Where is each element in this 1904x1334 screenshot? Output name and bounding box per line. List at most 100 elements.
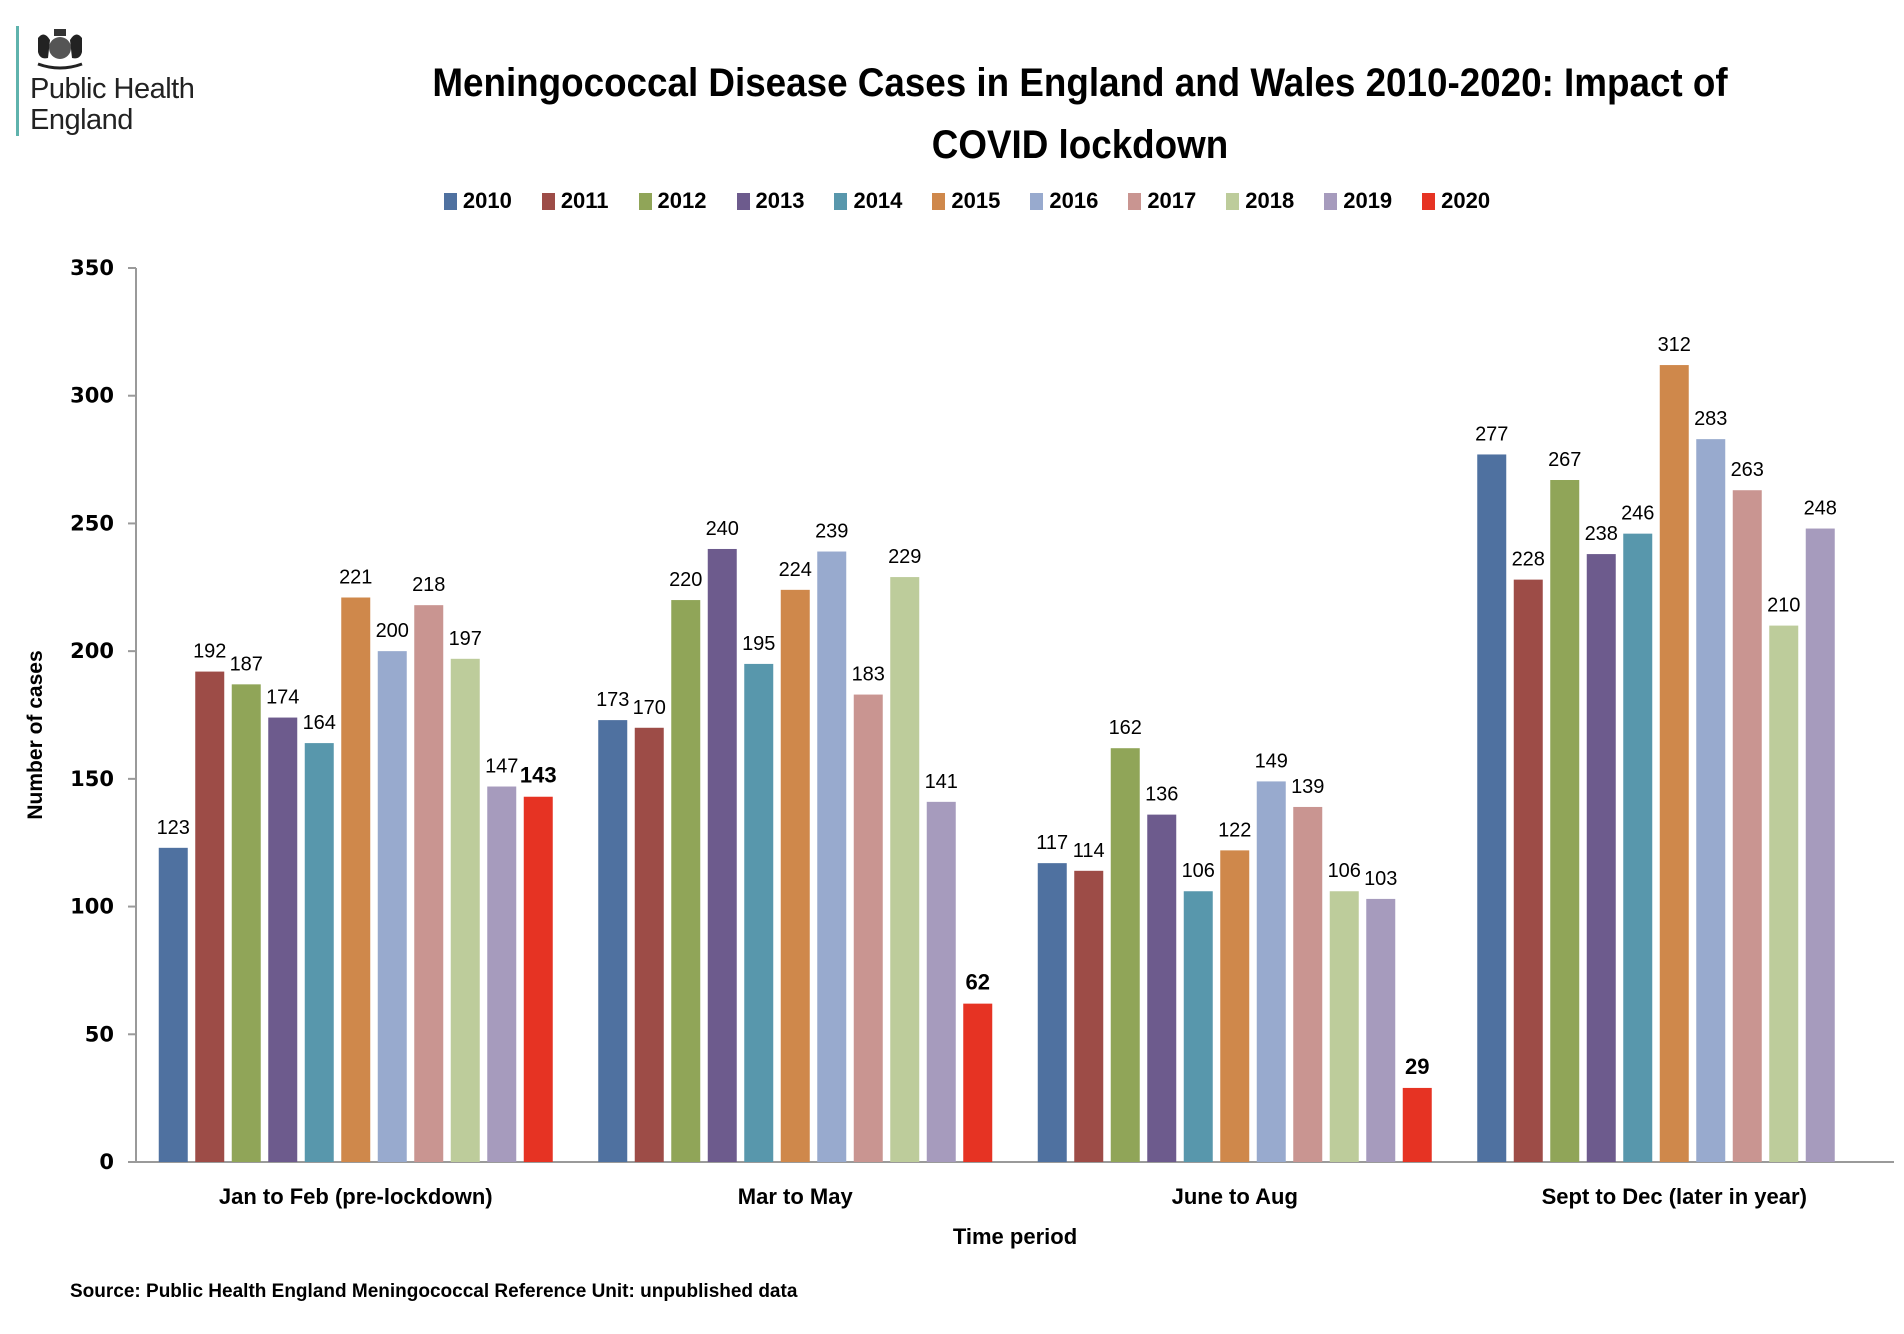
bar-value-label: 123 (157, 817, 190, 839)
y-tick-label: 150 (70, 767, 114, 791)
bar (817, 551, 847, 1162)
legend-label: 2017 (1147, 188, 1197, 213)
bar-value-label: 103 (1364, 868, 1397, 890)
bar-value-label: 263 (1731, 459, 1764, 481)
bar (231, 684, 261, 1162)
legend-label: 2018 (1245, 188, 1295, 213)
bar-value-label: 224 (779, 559, 812, 581)
bar (1366, 898, 1396, 1162)
y-tick-label: 200 (70, 639, 114, 663)
bar (1586, 554, 1616, 1162)
bar (450, 658, 480, 1162)
bar-value-label: 229 (888, 546, 921, 568)
bar-value-label: 197 (449, 628, 482, 650)
legend-item: 2014 (834, 188, 902, 214)
bar-value-label: 228 (1512, 549, 1545, 571)
legend-label: 2012 (657, 188, 707, 213)
bar-value-label: 218 (412, 574, 445, 596)
legend-items: 2010 2011 2012 2013 2014 2015 2016 2017 2018 2019… (443, 188, 1520, 214)
bar (1329, 891, 1359, 1162)
bar (744, 663, 774, 1162)
legend-item: 2013 (736, 188, 805, 214)
royal-crest-icon (37, 29, 83, 70)
legend-label: 2019 (1343, 188, 1393, 213)
bar (1550, 480, 1580, 1162)
bar-value-label: 143 (520, 763, 557, 788)
bar-value-label: 174 (266, 687, 299, 709)
bar-value-label: 183 (852, 664, 885, 686)
x-category-label: Sept to Dec (later in year) (1542, 1184, 1807, 1209)
bar (1623, 533, 1653, 1162)
source-note: Source: Public Health England Meningococ… (70, 1281, 798, 1302)
legend-label: 2014 (853, 188, 903, 213)
legend-swatch (1324, 192, 1338, 210)
legend-item: 2019 (1324, 188, 1392, 214)
org-name: Public Health England (30, 73, 195, 136)
y-tick-label: 300 (70, 384, 114, 408)
logo-accent-rule (16, 26, 19, 136)
bar (1659, 365, 1689, 1162)
legend-item: 2017 (1128, 188, 1196, 214)
bar (1696, 439, 1726, 1162)
bar-value-label: 117 (1036, 832, 1068, 854)
legend-swatch (443, 192, 457, 210)
y-tick-label: 350 (70, 256, 114, 280)
bar (1477, 454, 1507, 1162)
bar (1293, 806, 1323, 1162)
legend-swatch (1422, 192, 1436, 210)
bar (304, 743, 334, 1162)
legend-swatch (932, 192, 946, 210)
bar-value-label: 164 (303, 712, 336, 734)
bar-value-label: 162 (1109, 717, 1142, 739)
legend-label: 2015 (951, 188, 1001, 213)
bar-value-label: 122 (1218, 819, 1251, 841)
bar-value-label: 267 (1548, 449, 1581, 471)
legend-label: 2020 (1441, 188, 1491, 213)
x-axis-title: Time period (953, 1224, 1077, 1249)
legend-swatch (1128, 192, 1142, 210)
legend: 2010 2011 2012 2013 2014 2015 2016 2017 2018 2019… (0, 188, 1904, 214)
legend-swatch (1226, 192, 1240, 210)
bar (890, 577, 920, 1162)
bar-value-label: 106 (1182, 860, 1215, 882)
bar (1220, 850, 1250, 1162)
bar (598, 720, 628, 1162)
legend-label: 2011 (560, 188, 609, 213)
bar (1256, 781, 1286, 1162)
bar (634, 727, 664, 1162)
org-name-line1: Public Health (30, 73, 195, 105)
legend-item: 2018 (1226, 188, 1294, 214)
bar (780, 589, 810, 1162)
bar-value-label: 248 (1804, 498, 1837, 520)
bar (1402, 1087, 1432, 1162)
y-axis-title: Number of cases (24, 650, 47, 819)
bar (158, 847, 188, 1162)
bar (1513, 579, 1543, 1162)
legend-label: 2013 (755, 188, 805, 213)
bar-value-label: 200 (376, 620, 409, 642)
org-name-line2: England (30, 104, 133, 136)
bar (523, 796, 553, 1162)
bar-value-label: 62 (966, 970, 990, 995)
bar-value-label: 170 (633, 697, 666, 719)
bar (1110, 748, 1140, 1162)
bar-value-label: 149 (1255, 750, 1288, 772)
bar-value-label: 210 (1767, 595, 1800, 617)
bar-value-label: 238 (1585, 523, 1618, 545)
bar (671, 600, 701, 1162)
y-tick-label: 0 (99, 1150, 114, 1174)
y-tick-label: 50 (85, 1022, 114, 1046)
x-category-label: Jan to Feb (pre-lockdown) (219, 1184, 493, 1209)
bar (1732, 490, 1762, 1162)
bar (1805, 528, 1835, 1162)
legend-item: 2011 (541, 188, 609, 214)
legend-swatch (1030, 192, 1044, 210)
bar (853, 694, 883, 1162)
bar-value-label: 136 (1145, 784, 1178, 806)
bar-value-label: 240 (706, 518, 739, 540)
bar-value-label: 220 (669, 569, 702, 591)
x-category-label: Mar to May (738, 1184, 854, 1209)
legend-swatch (834, 192, 848, 210)
legend-item: 2020 (1422, 188, 1490, 214)
